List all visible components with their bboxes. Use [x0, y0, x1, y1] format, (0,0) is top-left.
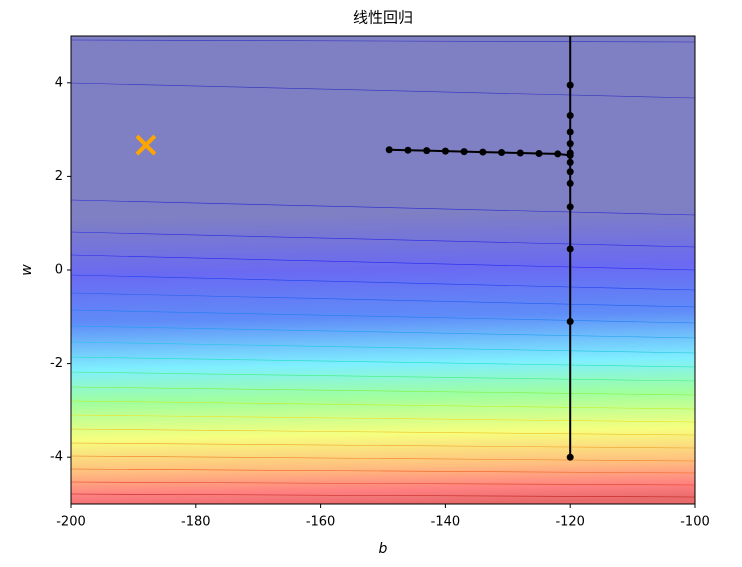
descent-point [479, 148, 487, 156]
descent-point [566, 453, 574, 461]
y-tick-label: 2 [55, 169, 63, 184]
contour-lines [71, 39, 695, 498]
chart-title: 线性回归 [353, 9, 413, 27]
y-tick-label: 0 [55, 263, 63, 278]
descent-point [566, 112, 574, 120]
descent-point [566, 128, 574, 136]
y-tick-label: 4 [55, 75, 63, 90]
descent-point [566, 140, 574, 148]
descent-point [554, 150, 562, 158]
y-tick-label: -4 [50, 450, 63, 465]
x-tick-label: -120 [555, 515, 585, 530]
descent-point [404, 146, 412, 154]
x-tick-label: -200 [56, 515, 86, 530]
descent-point [385, 146, 393, 154]
x-tick-label: -100 [680, 515, 710, 530]
target-marker [135, 134, 157, 156]
descent-point [498, 149, 506, 157]
descent-point [516, 149, 524, 157]
descent-point [423, 147, 431, 155]
y-axis-label: w [19, 264, 35, 276]
descent-point [566, 203, 574, 211]
descent-point [566, 151, 574, 159]
x-axis-label: b [379, 541, 388, 557]
descent-point [566, 168, 574, 176]
descent-point [566, 158, 574, 166]
descent-point [566, 179, 574, 187]
descent-point [566, 245, 574, 253]
x-tick-label: -180 [181, 515, 211, 530]
y-tick-label: -2 [50, 356, 63, 371]
descent-point [535, 149, 543, 157]
descent-point [566, 317, 574, 325]
x-tick-label: -160 [306, 515, 336, 530]
descent-point [441, 147, 449, 155]
x-tick-label: -140 [431, 515, 461, 530]
plot-layer [135, 36, 574, 461]
descent-point [460, 148, 468, 156]
contour-field [71, 36, 695, 504]
descent-point [566, 81, 574, 89]
